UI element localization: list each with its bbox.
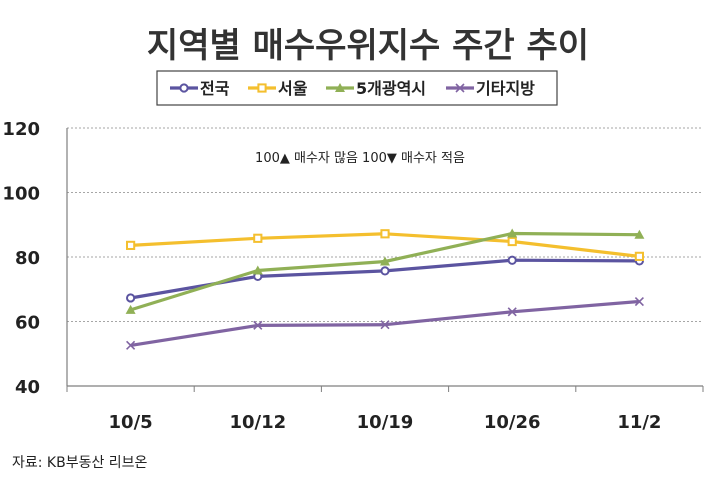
legend: 전국 서울 5개광역시 기타지방	[170, 79, 535, 98]
x-tick-label: 10/19	[357, 412, 414, 433]
legend-box	[156, 70, 558, 106]
y-tick-label: 40	[15, 377, 40, 398]
data-point	[507, 228, 518, 238]
data-point	[507, 307, 517, 317]
legend-item: 기타지방	[446, 79, 535, 98]
data-point	[125, 304, 136, 314]
legend-label: 기타지방	[476, 79, 535, 98]
x-tick-label: 10/26	[484, 412, 541, 433]
legend-item: 서울	[248, 79, 308, 98]
data-point	[380, 256, 390, 266]
y-tick-label: 100	[2, 184, 40, 205]
data-point	[380, 229, 390, 239]
data-point	[634, 296, 644, 307]
series-3	[125, 228, 645, 314]
data-point	[507, 255, 517, 265]
legend-marker	[179, 83, 189, 93]
legend-label: 5개광역시	[356, 79, 426, 98]
data-point	[634, 229, 645, 239]
legend-label: 전국	[200, 79, 230, 98]
data-point	[126, 340, 136, 350]
chart-source: 자료: KB부동산 리브온	[12, 455, 148, 471]
chart-title: 지역별 매수우위지수 주간 추이	[147, 26, 589, 66]
y-tick-label: 60	[15, 313, 40, 334]
series-layer	[125, 228, 645, 350]
chart-annotation: 100▲ 매수자 많음 100▼ 매수자 적음	[255, 151, 465, 166]
series-4	[126, 296, 644, 350]
legend-marker	[335, 83, 345, 92]
data-point	[380, 320, 390, 330]
data-point	[507, 236, 517, 247]
data-point	[380, 266, 390, 276]
legend-item: 5개광역시	[326, 79, 426, 98]
x-tick-label: 10/5	[109, 412, 153, 433]
y-tick-label: 80	[15, 248, 40, 269]
data-point	[126, 293, 136, 303]
gridlines	[67, 127, 703, 322]
x-tick-label: 11/2	[617, 412, 661, 433]
data-point	[634, 251, 644, 261]
x-tick-label: 10/12	[229, 412, 286, 433]
y-tick-label: 120	[2, 119, 40, 140]
legend-label: 서울	[278, 79, 308, 98]
legend-marker	[455, 83, 465, 93]
data-point	[252, 265, 263, 275]
legend-marker	[257, 83, 267, 93]
data-point	[253, 233, 263, 243]
data-point	[126, 240, 136, 250]
axes: 40 60 80 100 120 10/5 10/12 10/19 10/26 11/2	[2, 119, 704, 433]
data-point	[253, 320, 263, 330]
series-line	[130, 299, 640, 347]
series-2	[126, 229, 644, 261]
legend-item: 전국	[170, 79, 230, 98]
series-line	[130, 258, 640, 300]
